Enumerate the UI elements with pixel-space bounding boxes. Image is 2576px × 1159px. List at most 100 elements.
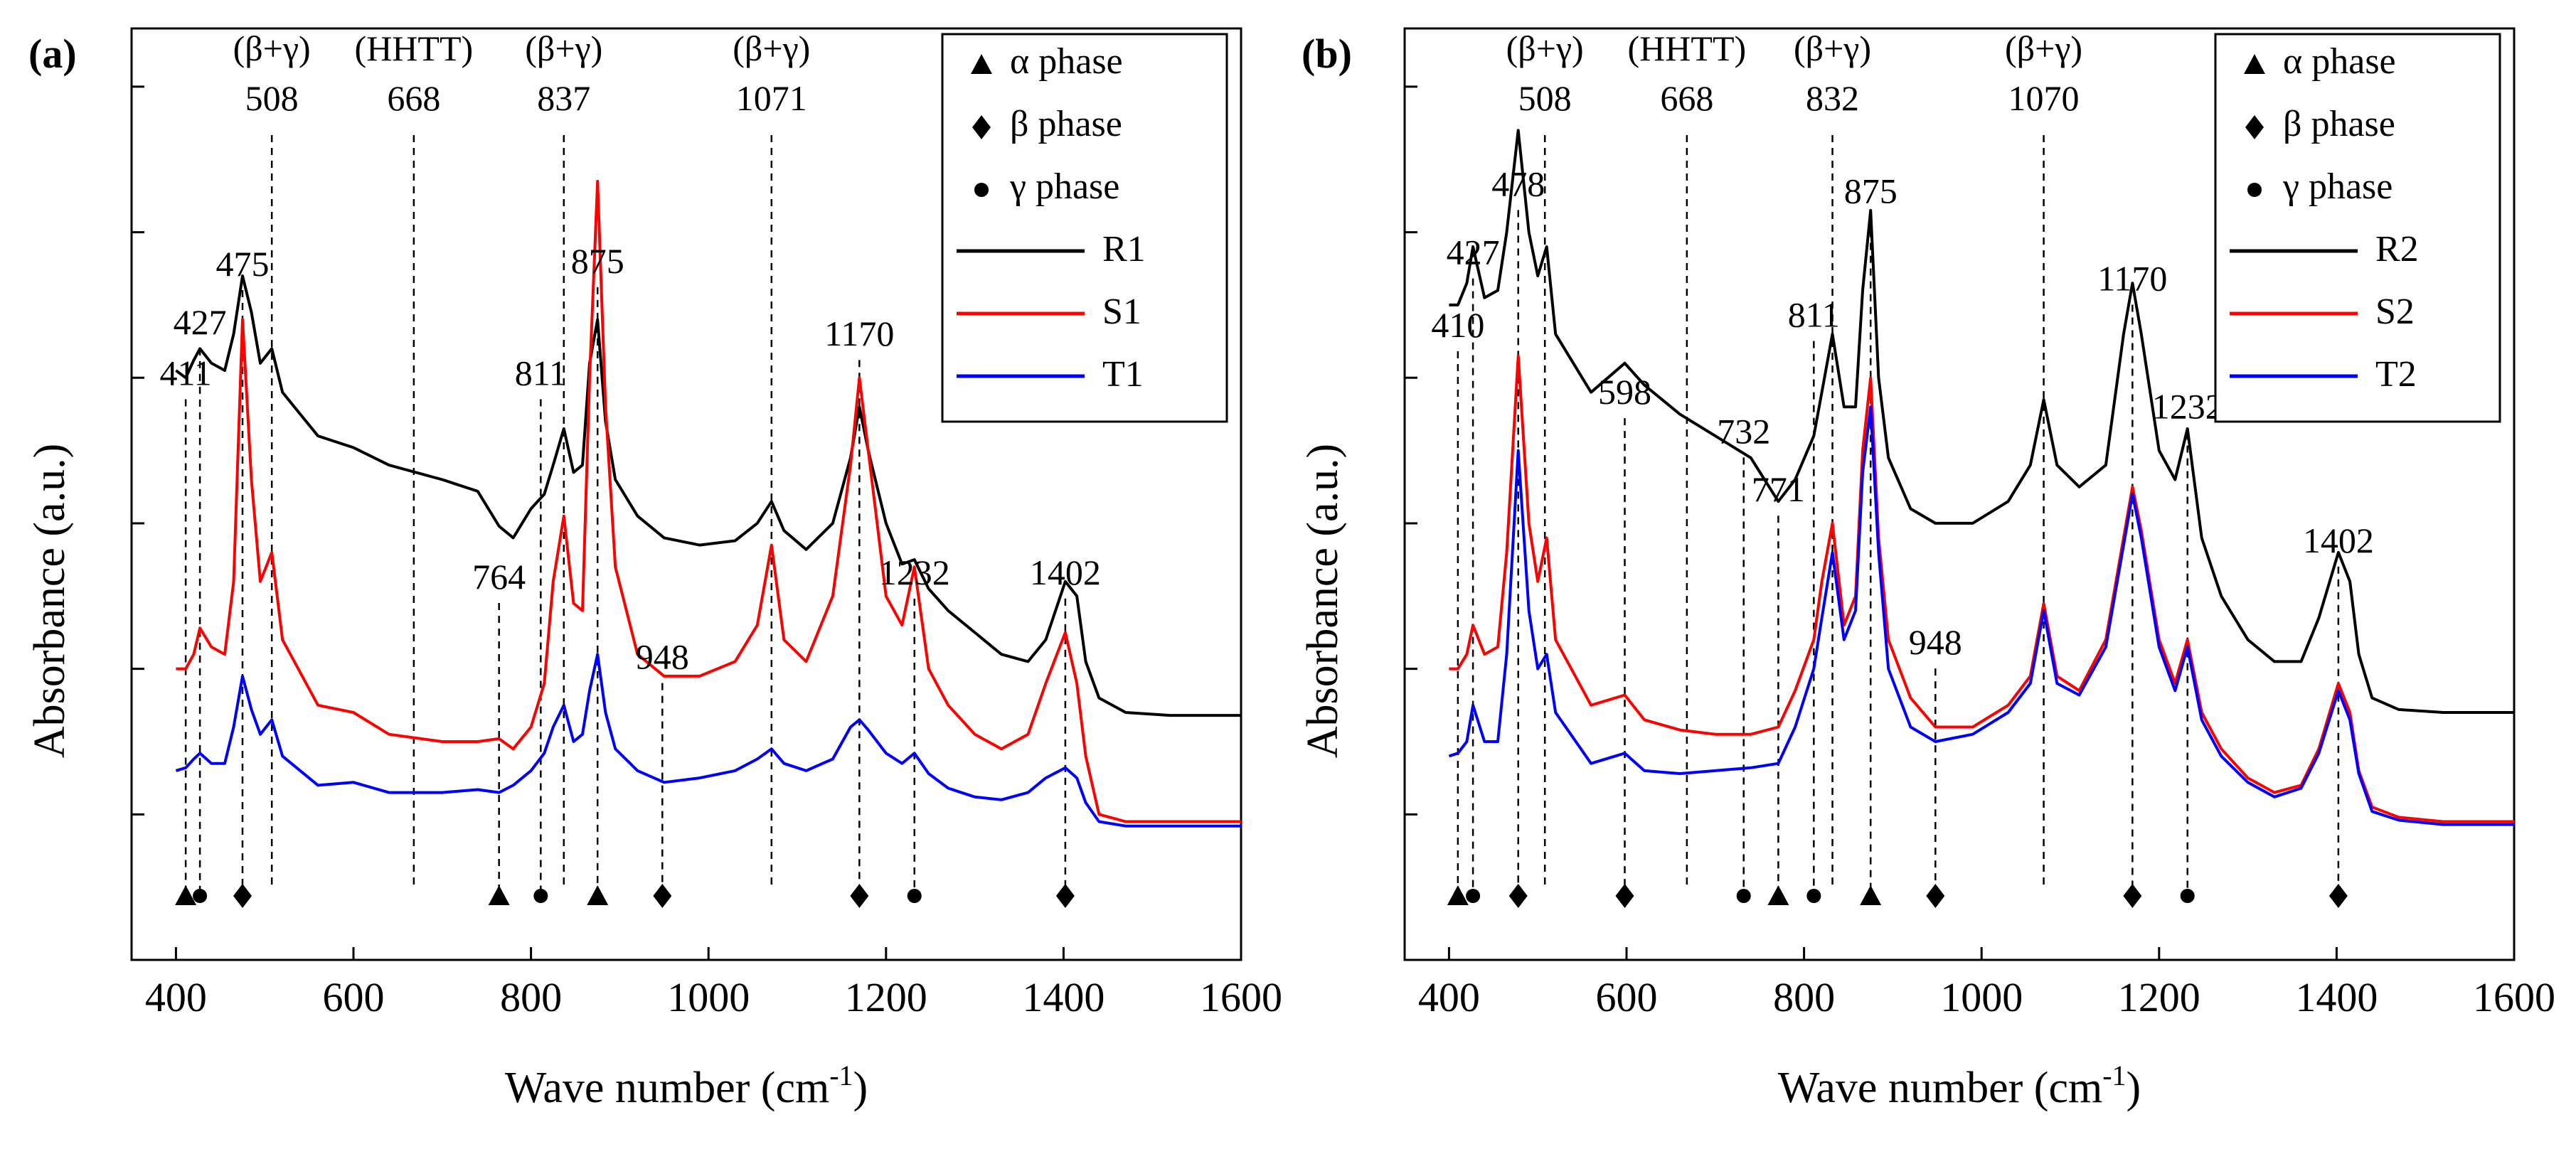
x-tick-label: 1000 <box>667 974 750 1020</box>
chart-panel-2: 400 600 800 1000 1200 1400 1600 Wave number (cm… <box>1299 27 2555 1112</box>
phase-marker-gamma <box>1466 889 1481 903</box>
legend-label: R1 <box>1102 229 1146 269</box>
peak-label: 478 <box>1491 164 1545 203</box>
phase-marker-beta <box>1926 884 1945 908</box>
series-line-s2 <box>1449 354 2514 823</box>
plot-frame <box>1403 27 2516 961</box>
series-line-r2 <box>1449 129 2514 714</box>
annotation-group-label: (β+γ) <box>1794 28 1871 68</box>
peak-label: 475 <box>216 244 270 284</box>
x-tick-label: 1600 <box>2473 974 2555 1020</box>
legend-box <box>2214 33 2501 423</box>
annotation-wavenumber-label: 1070 <box>2008 78 2080 118</box>
peak-label: 732 <box>1717 411 1770 451</box>
annotation-wavenumber-label: 668 <box>387 78 440 118</box>
panel-label: (a) <box>28 31 77 77</box>
x-tick-label: 600 <box>1596 974 1658 1020</box>
annotation-group-label: (β+γ) <box>233 28 311 68</box>
legend-label: S1 <box>1102 292 1141 332</box>
x-tick-label: 1400 <box>2295 974 2378 1020</box>
peak-label: 1232 <box>2152 387 2223 427</box>
x-tick-label: 1200 <box>845 974 927 1020</box>
legend-label: β phase <box>1010 104 1122 144</box>
annotation-wavenumber-label: 832 <box>1806 78 1859 118</box>
x-axis-title: Wave number (cm-1) <box>1778 1059 2141 1112</box>
phase-marker-beta <box>1508 884 1528 908</box>
legend-marker-beta <box>2245 115 2264 139</box>
x-tick-label: 800 <box>500 974 562 1020</box>
legend-label: α phase <box>1010 41 1123 82</box>
annotation-group-label: (β+γ) <box>1506 28 1584 68</box>
annotation-group-label: (HHTT) <box>355 28 474 68</box>
legend-label: α phase <box>2283 41 2396 82</box>
annotation-wavenumber-label: 508 <box>1518 78 1572 118</box>
series-line-t2 <box>1448 405 2514 826</box>
peak-label: 811 <box>515 353 567 392</box>
y-axis-title: Absorbance (a.u.) <box>1299 444 1347 758</box>
peak-label: 1402 <box>2303 520 2374 560</box>
annotation-wavenumber-label: 1071 <box>736 78 807 118</box>
annotation-wavenumber-label: 837 <box>537 78 590 118</box>
phase-marker-gamma <box>1736 889 1751 903</box>
peak-label: 1402 <box>1030 552 1101 592</box>
legend-label: T1 <box>1102 354 1144 395</box>
annotation-wavenumber-label: 508 <box>245 78 299 118</box>
x-tick-label: 1200 <box>2118 974 2200 1020</box>
peak-label: 1232 <box>879 552 950 592</box>
chart-panel-1: 400 600 800 1000 1200 1400 1600 Wave number (cm… <box>26 27 1282 1112</box>
peak-label: 771 <box>1752 469 1805 509</box>
peak-label: 1170 <box>824 314 894 353</box>
peak-label: 875 <box>571 241 624 281</box>
series-line-r1 <box>175 274 1241 717</box>
x-tick-label: 1600 <box>1200 974 1282 1020</box>
x-tick-label: 800 <box>1773 974 1835 1020</box>
annotation-group-label: (β+γ) <box>733 28 810 68</box>
legend-box <box>941 33 1228 423</box>
phase-marker-beta <box>233 884 252 908</box>
phase-marker-beta <box>1055 884 1075 908</box>
phase-marker-alpha <box>1767 885 1789 905</box>
legend-label: T2 <box>2375 354 2417 395</box>
peak-label: 948 <box>636 637 689 677</box>
x-axis-title: Wave number (cm-1) <box>505 1059 868 1112</box>
legend-label: γ phase <box>2282 166 2393 207</box>
legend-marker-beta <box>972 115 991 139</box>
panel-label: (b) <box>1302 31 1352 77</box>
phase-marker-beta <box>850 884 869 908</box>
x-tick-label: 400 <box>1418 974 1480 1020</box>
annotation-group-label: (β+γ) <box>525 28 602 68</box>
plot-frame <box>130 27 1242 961</box>
annotation-group-label: (β+γ) <box>2005 28 2082 68</box>
legend-marker-alpha <box>2244 54 2265 74</box>
phase-marker-gamma <box>907 889 922 903</box>
series-line-s1 <box>176 179 1241 823</box>
annotation-group-label: (HHTT) <box>1628 28 1747 68</box>
y-axis-title: Absorbance (a.u.) <box>26 444 74 758</box>
phase-marker-alpha <box>488 885 510 905</box>
legend-label: S2 <box>2375 292 2415 332</box>
phase-marker-alpha <box>175 885 197 905</box>
peak-label: 1170 <box>2097 258 2167 298</box>
peak-label: 427 <box>1447 233 1500 272</box>
peak-label: 811 <box>1788 295 1840 335</box>
peak-label: 948 <box>1909 622 1962 662</box>
phase-marker-gamma <box>2180 889 2195 903</box>
phase-marker-alpha <box>587 885 609 905</box>
phase-marker-beta <box>1615 884 1634 908</box>
peak-label: 598 <box>1598 372 1651 412</box>
peak-label: 875 <box>1844 171 1898 211</box>
legend: α phase β phase γ phase R2 S2 T2 <box>2214 33 2501 423</box>
phase-marker-alpha <box>1447 885 1469 905</box>
peak-label: 411 <box>160 353 212 392</box>
series-line-t1 <box>175 653 1241 828</box>
peak-label: 764 <box>472 557 526 597</box>
x-tick-label: 400 <box>145 974 207 1020</box>
legend-marker-alpha <box>971 54 992 74</box>
legend-marker-gamma <box>2247 183 2262 197</box>
legend-label: β phase <box>2283 104 2395 144</box>
phase-marker-beta <box>2123 884 2142 908</box>
x-tick-label: 1400 <box>1022 974 1105 1020</box>
peak-label: 427 <box>174 302 227 342</box>
phase-marker-gamma <box>193 889 208 903</box>
x-tick-label: 1000 <box>1940 974 2023 1020</box>
